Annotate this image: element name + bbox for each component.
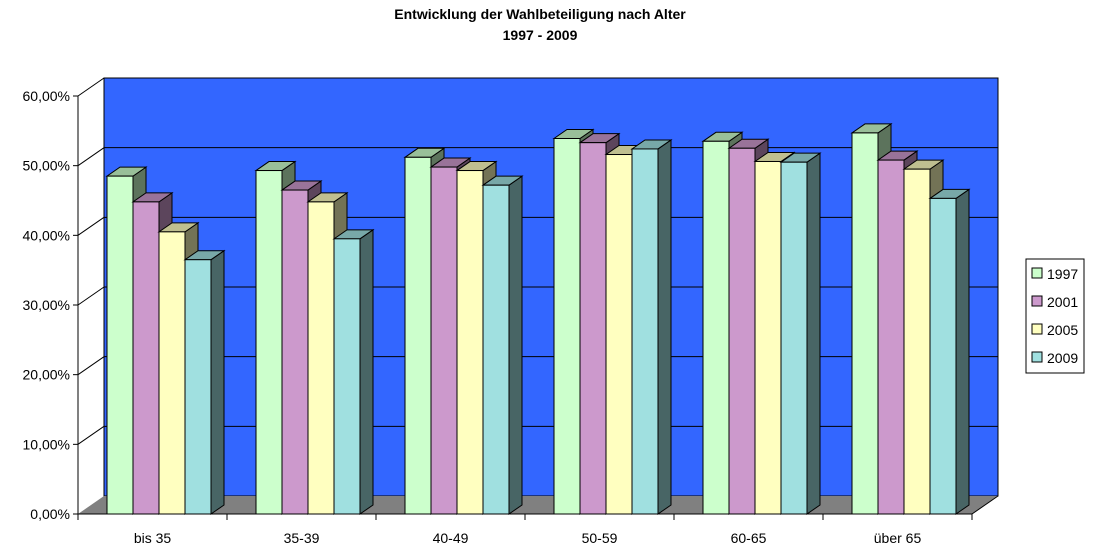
bar-front — [430, 166, 458, 515]
chart-title: Entwicklung der Wahlbeteiligung nach Alt… — [394, 6, 686, 22]
x-tick-label: bis 35 — [134, 530, 172, 546]
gridline-side — [77, 286, 105, 306]
bar-front — [631, 148, 659, 515]
legend-swatch — [1031, 323, 1043, 335]
bar — [183, 249, 226, 515]
legend: 1997 2001 2005 2009 — [1025, 258, 1085, 374]
gridline-side — [77, 216, 105, 236]
bar-side — [359, 228, 374, 515]
legend-swatch — [1031, 351, 1043, 363]
y-tick-label: 50,00% — [23, 158, 70, 174]
bar-front — [728, 147, 756, 515]
bars — [105, 122, 971, 515]
legend-label: 2005 — [1047, 322, 1078, 338]
bar-front — [754, 160, 782, 515]
x-tick-labels: bis 35 35-39 40-49 50-59 60-65 über 65 — [77, 514, 973, 546]
x-tick-label: 60-65 — [731, 530, 767, 546]
bar-front — [903, 168, 931, 515]
bar-front — [579, 142, 607, 515]
legend-item: 2005 — [1031, 322, 1078, 338]
bar-front — [780, 161, 808, 515]
y-tick-label: 60,00% — [23, 88, 70, 104]
bar — [332, 228, 375, 515]
bar-front — [106, 175, 134, 515]
legend-item: 1997 — [1031, 266, 1078, 282]
bar-front — [281, 189, 309, 515]
gridline-side — [77, 77, 105, 97]
bar — [928, 188, 971, 515]
bar-front — [404, 156, 432, 515]
bar-front — [702, 140, 730, 515]
legend-swatch — [1031, 267, 1043, 279]
legend-item: 2001 — [1031, 294, 1078, 310]
bar-front — [184, 259, 212, 515]
bar-front — [605, 154, 633, 515]
y-tick-label: 10,00% — [23, 436, 70, 452]
bar-front — [553, 137, 581, 515]
y-tick-label: 20,00% — [23, 367, 70, 383]
gridline-side — [77, 356, 105, 376]
bar-front — [132, 201, 160, 515]
bar-front — [333, 238, 361, 515]
gridline-side — [77, 147, 105, 167]
bar-front — [482, 184, 510, 515]
bar-front — [929, 197, 957, 515]
x-tick-label: über 65 — [874, 530, 922, 546]
x-axis-depth — [971, 495, 999, 515]
chart-subtitle: 1997 - 2009 — [503, 27, 578, 43]
plot-area: 0,00% 10,00% 20,00% 30,00% 40,00% 50,00% 60,00… — [23, 77, 999, 546]
bar-side — [955, 188, 970, 515]
bar-front — [255, 170, 283, 515]
y-tick-labels: 0,00% 10,00% 20,00% 30,00% 40,00% 50,00% 60,00… — [23, 88, 78, 522]
bar — [630, 138, 673, 515]
bar-front — [877, 159, 905, 515]
x-tick-label: 50-59 — [582, 530, 618, 546]
legend-label: 1997 — [1047, 266, 1078, 282]
y-tick-label: 0,00% — [30, 506, 70, 522]
bar-side — [657, 138, 672, 515]
gridlines — [77, 77, 998, 445]
bar-front — [158, 231, 186, 515]
bar-front — [456, 170, 484, 515]
y-tick-label: 30,00% — [23, 297, 70, 313]
bar-side — [806, 152, 821, 515]
legend-swatch — [1031, 295, 1043, 307]
x-tick-label: 35-39 — [284, 530, 320, 546]
bar-front — [851, 132, 879, 515]
bar — [481, 175, 524, 515]
bar-front — [307, 201, 335, 515]
legend-label: 2009 — [1047, 350, 1078, 366]
gridline-side — [77, 425, 105, 445]
bar — [779, 152, 822, 515]
bar-side — [210, 249, 225, 515]
legend-item: 2009 — [1031, 350, 1078, 366]
x-tick-label: 40-49 — [433, 530, 469, 546]
y-tick-label: 40,00% — [23, 227, 70, 243]
legend-label: 2001 — [1047, 294, 1078, 310]
bar-side — [508, 175, 523, 515]
